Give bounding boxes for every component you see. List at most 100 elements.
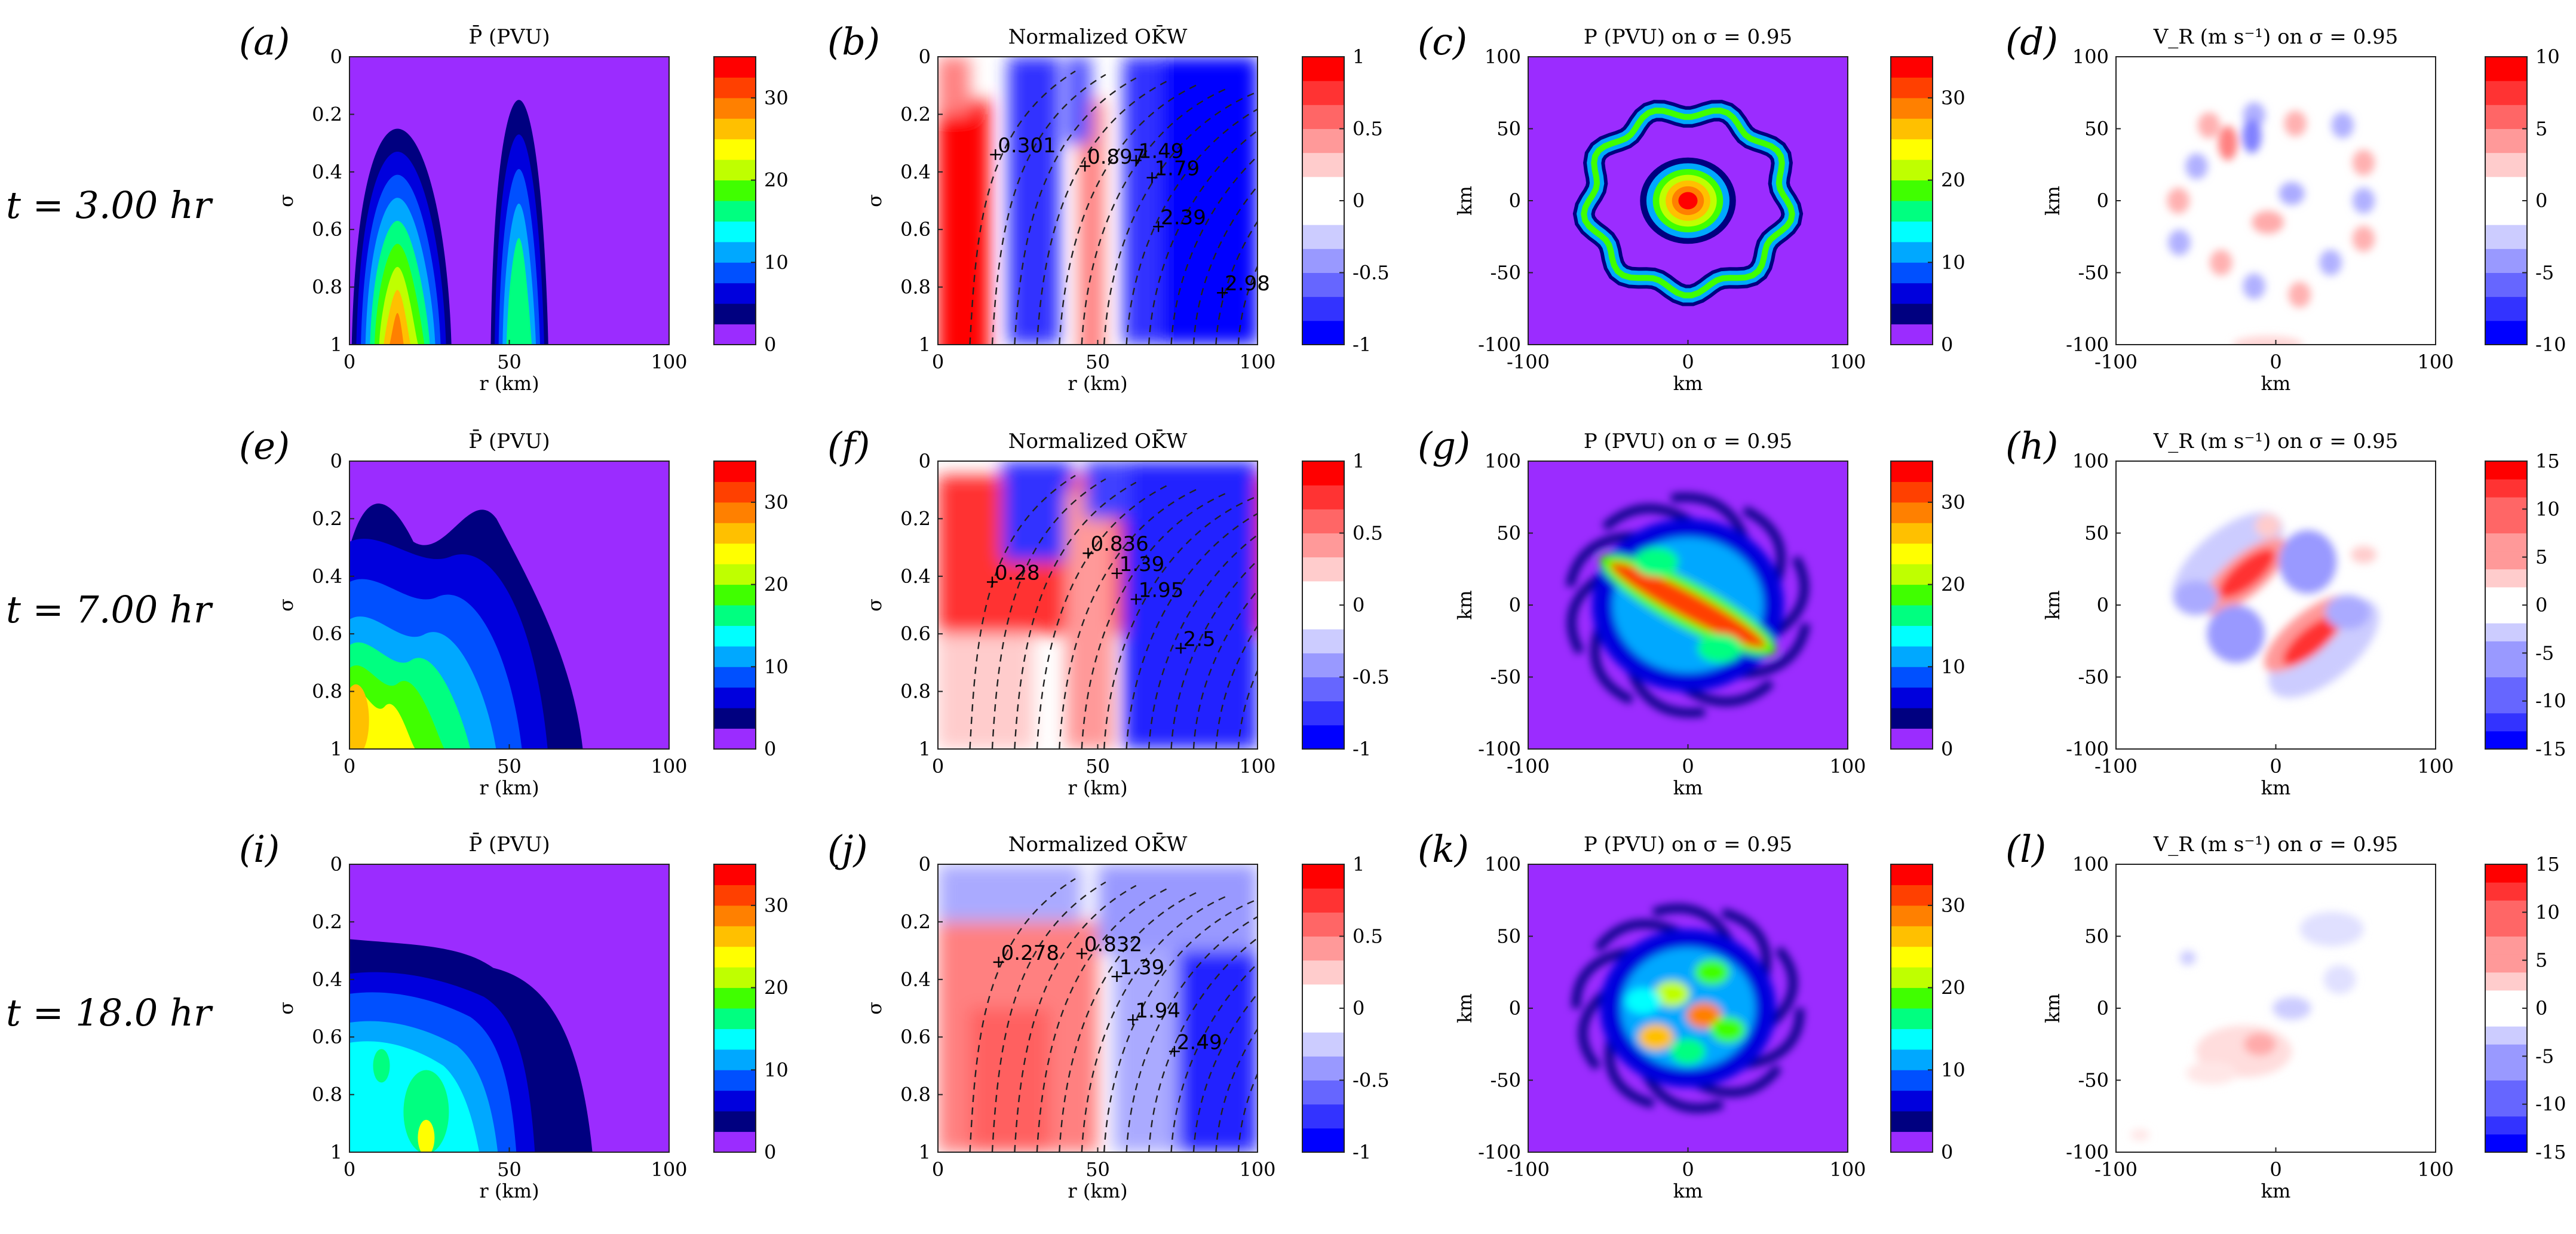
colorbar-segment bbox=[2485, 152, 2527, 177]
contour-fill bbox=[506, 238, 532, 345]
colorbar-tick-label: -5 bbox=[2535, 1045, 2554, 1067]
streamfunction-contour bbox=[1014, 885, 1137, 1152]
y-tick-label: 0 bbox=[919, 853, 931, 876]
plot-background bbox=[2116, 461, 2436, 749]
x-axis-label: r (km) bbox=[1068, 372, 1127, 395]
vr-anomaly bbox=[2210, 249, 2232, 276]
marker-label: 1.94 bbox=[1135, 999, 1180, 1023]
x-tick-label: 100 bbox=[1239, 351, 1275, 373]
colorbar-segment bbox=[2485, 128, 2527, 154]
pv-spot bbox=[1686, 1002, 1722, 1029]
y-tick-label: 1 bbox=[330, 738, 342, 760]
colorbar-tick-label: 0 bbox=[1353, 594, 1364, 616]
x-tick-label: 50 bbox=[497, 755, 522, 778]
x-tick-label: 100 bbox=[1829, 1158, 1866, 1181]
colorbar-tick-label: 0 bbox=[764, 1141, 776, 1164]
plot-area bbox=[349, 939, 593, 1152]
y-tick-label: 100 bbox=[1485, 45, 1521, 68]
streamfunction-contour bbox=[1014, 77, 1137, 345]
colorbar-segment bbox=[1302, 248, 1344, 273]
plot-area bbox=[1566, 493, 1810, 717]
contour-fill bbox=[373, 1049, 390, 1083]
y-tick-label: 50 bbox=[1496, 925, 1521, 948]
colorbar-segment bbox=[1891, 667, 1933, 688]
colorbar-segment bbox=[714, 584, 756, 606]
streamfunction-contour bbox=[1014, 481, 1137, 749]
colorbar-segment bbox=[1891, 728, 1933, 750]
colorbar-frame bbox=[713, 864, 756, 1153]
colorbar-segment bbox=[1302, 320, 1344, 345]
colorbar-segment bbox=[1302, 1128, 1344, 1153]
vr-anomaly bbox=[2167, 188, 2190, 214]
y-axis-label: σ bbox=[863, 1002, 886, 1015]
colorbar-segment bbox=[1302, 272, 1344, 297]
bar-group bbox=[1599, 554, 1777, 656]
colorbar-tick-label: 30 bbox=[764, 491, 789, 514]
colorbar-segment bbox=[1302, 1080, 1344, 1105]
colorbar-segment bbox=[714, 667, 756, 688]
colorbar-segment bbox=[1891, 1008, 1933, 1029]
y-tick-label: 0 bbox=[1509, 594, 1521, 616]
colorbar-tick-label: -15 bbox=[2535, 1141, 2566, 1164]
colorbar-segment bbox=[1302, 605, 1344, 630]
colorbar-segment bbox=[2485, 864, 2527, 883]
panel-title: Normalized OK̄W bbox=[1008, 24, 1188, 49]
colorbar-segment bbox=[714, 180, 756, 201]
vr-anomaly bbox=[2325, 595, 2370, 630]
colorbar-tick-label: 0 bbox=[764, 333, 776, 356]
marker-label: 1.49 bbox=[1139, 140, 1184, 164]
panel-letter: (j) bbox=[827, 827, 868, 871]
streamfunction-contour bbox=[1261, 923, 1470, 1152]
colorbar-segment bbox=[2485, 105, 2527, 129]
vr-anomaly bbox=[2219, 548, 2276, 598]
colorbar-segment bbox=[2485, 605, 2527, 624]
y-axis-label: σ bbox=[275, 598, 298, 612]
colorbar-tick-label: 0.5 bbox=[1353, 118, 1383, 140]
colorbar-segment bbox=[714, 77, 756, 99]
contour-fill bbox=[403, 1070, 449, 1152]
colorbar-segment bbox=[1891, 584, 1933, 606]
colorbar-segment bbox=[714, 461, 756, 482]
colorbar-tick-label: 0 bbox=[1353, 997, 1364, 1020]
colorbar-segment bbox=[2485, 659, 2527, 677]
colorbar-tick-label: 1 bbox=[1353, 450, 1364, 472]
colorbar-segment bbox=[2485, 1044, 2527, 1063]
colorbar-segment bbox=[714, 905, 756, 926]
colorbar-segment bbox=[2485, 936, 2527, 955]
colorbar-segment bbox=[714, 324, 756, 345]
colorbar-tick-label: 10 bbox=[2535, 901, 2560, 923]
panel-letter: (h) bbox=[2005, 424, 2058, 468]
colorbar-segment bbox=[1891, 967, 1933, 989]
colorbar-tick-label: 0 bbox=[1941, 333, 1953, 356]
colorbar-segment bbox=[2485, 81, 2527, 105]
streamfunction-contour bbox=[991, 73, 1106, 345]
colorbar-segment bbox=[1302, 176, 1344, 201]
colorbar-segment bbox=[2485, 57, 2527, 81]
x-tick-label: 100 bbox=[651, 755, 687, 778]
marker-label: 2.49 bbox=[1177, 1030, 1222, 1054]
vr-anomaly bbox=[2186, 1061, 2238, 1085]
panel-i: P̄ (PVU) 0 50 100 0 0.2 0.4 0.6 0.8 1 r (km) σ 0 10 20… bbox=[239, 827, 789, 1202]
colorbar-segment bbox=[2485, 569, 2527, 588]
x-axis-label: km bbox=[1673, 372, 1703, 395]
colorbar-segment bbox=[714, 139, 756, 160]
colorbar-segment bbox=[1302, 81, 1344, 105]
streamfunction-contour bbox=[1148, 130, 1258, 345]
vr-anomaly bbox=[2331, 112, 2354, 139]
colorbar-segment bbox=[2485, 320, 2527, 345]
colorbar-tick-label: -1 bbox=[1353, 1141, 1371, 1164]
x-tick-label: 0 bbox=[2270, 1158, 2281, 1181]
colorbar-segment bbox=[714, 885, 756, 906]
colorbar-segment bbox=[714, 159, 756, 181]
colorbar-tick-label: 30 bbox=[764, 87, 789, 109]
y-tick-label: 0 bbox=[330, 450, 342, 472]
colorbar-segment bbox=[1302, 701, 1344, 726]
colorbar-tick-label: -0.5 bbox=[1353, 666, 1390, 689]
streamfunction-contour bbox=[1261, 520, 1470, 749]
panel-title: V_R (m s⁻¹) on σ = 0.95 bbox=[2153, 25, 2399, 49]
field-layer bbox=[938, 864, 1258, 1152]
colorbar-segment bbox=[2485, 248, 2527, 273]
colorbar-tick-label: 20 bbox=[764, 573, 789, 596]
y-tick-label: 0.8 bbox=[312, 680, 342, 703]
